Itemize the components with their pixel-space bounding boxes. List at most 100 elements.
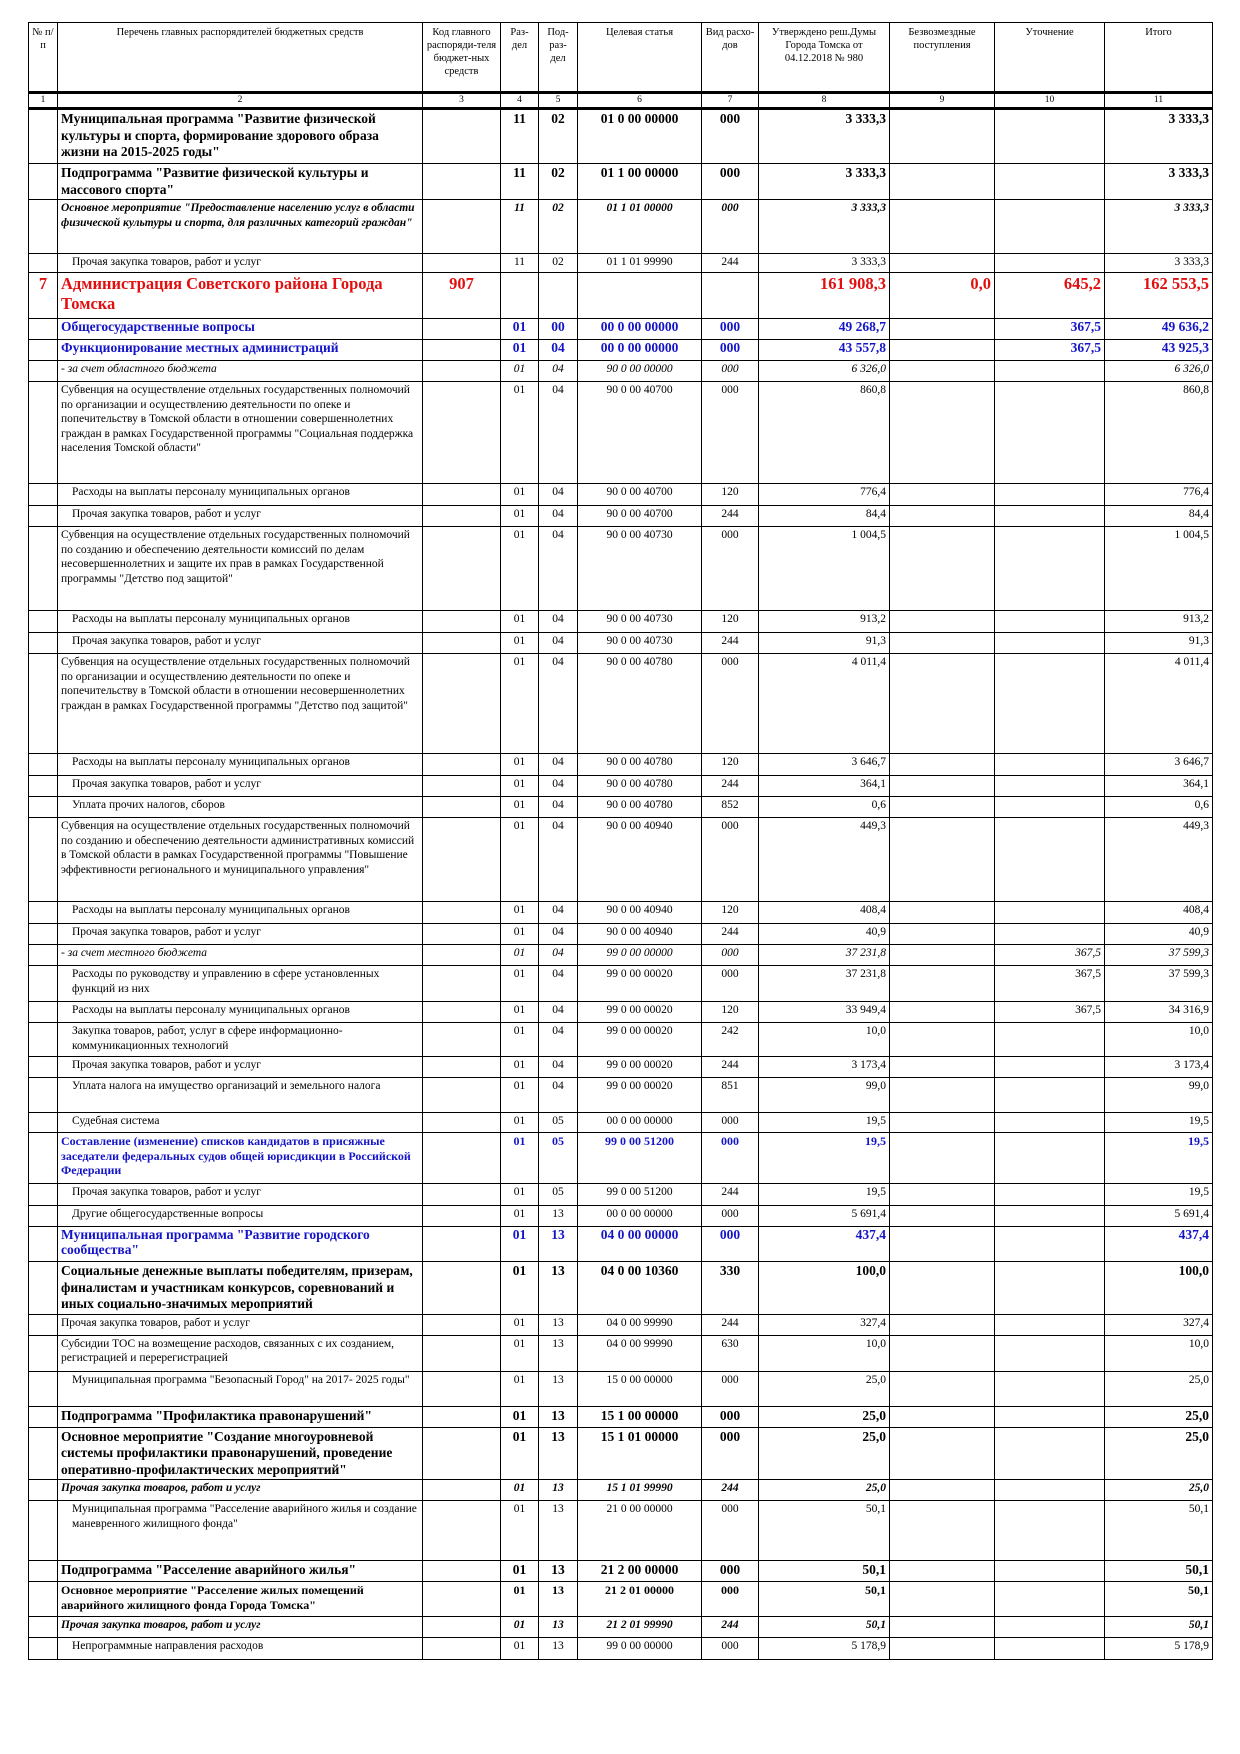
cell: 01 [500,1001,539,1023]
cell [889,526,995,611]
cell [422,1405,501,1428]
header-cell: Раз-дел [500,22,539,93]
cell: 00 [538,318,578,340]
table-row: Прочая закупка товаров, работ и услуг 01 0… [28,505,1213,527]
cell: 19,5 [758,1112,890,1133]
cell: 000 [701,360,759,382]
cell: 99 0 00 51200 [577,1132,702,1184]
cell [500,272,539,319]
cell: 10,0 [1104,1334,1213,1372]
cell: 40,9 [1104,923,1213,945]
table-row: Закупка товаров, работ, услуг в сфере ин… [28,1022,1213,1057]
cell: 01 [500,1637,539,1660]
cell: 3 646,7 [758,753,890,776]
cell: 3 333,3 [1104,163,1213,200]
cell [538,272,578,319]
item-name: Прочая закупка товаров, работ и услуг [57,1313,423,1336]
cell [422,1637,501,1660]
cell [28,796,58,818]
item-name: Муниципальная программа "Развитие физиче… [57,108,423,164]
cell [422,253,501,273]
cell: 01 [500,1313,539,1336]
cell: 50,1 [758,1500,890,1561]
cell [889,483,995,506]
cell: 000 [701,1132,759,1184]
cell [422,505,501,527]
item-name: Муниципальная программа "Расселение авар… [57,1500,423,1561]
cell [422,901,501,924]
cell: 000 [701,381,759,484]
cell [889,1001,995,1023]
cell [28,1313,58,1336]
cell: 000 [701,163,759,200]
cell: 90 0 00 40730 [577,632,702,654]
cell: 25,0 [1104,1479,1213,1501]
cell [994,817,1105,902]
cell: 99 0 00 00020 [577,1077,702,1113]
cell [889,1132,995,1184]
cell: 244 [701,1056,759,1078]
cell: 19,5 [758,1183,890,1206]
cell [422,1226,501,1262]
cell [422,1205,501,1227]
cell: 10,0 [758,1334,890,1372]
cell: 99 0 00 51200 [577,1183,702,1206]
table-body: № п/п Перечень главных распорядителей бюд… [28,22,1213,1660]
cell: 244 [701,775,759,797]
item-name: Субвенция на осуществление отдельных гос… [57,817,423,902]
cell [994,1334,1105,1372]
cell: 05 [538,1183,578,1206]
table-row: Прочая закупка товаров, работ и услуг 01 0… [28,1183,1213,1206]
cell [422,632,501,654]
cell: 01 [500,775,539,797]
cell [889,1370,995,1407]
cell: 244 [701,505,759,527]
cell [422,610,501,633]
cell: 25,0 [758,1405,890,1428]
cell: 000 [701,108,759,164]
cell [889,653,995,754]
cell: 364,1 [758,775,890,797]
cell: 01 [500,1077,539,1113]
cell [889,1637,995,1660]
cell: 19,5 [758,1132,890,1184]
cell: 01 [500,1616,539,1638]
item-name: Подпрограмма "Развитие физической культу… [57,163,423,200]
cell [28,1077,58,1113]
item-name: Прочая закупка товаров, работ и услуг [57,632,423,654]
cell: 000 [701,965,759,1002]
item-name: Прочая закупка товаров, работ и услуг [57,1056,423,1078]
cell: 437,4 [1104,1226,1213,1262]
cell: 01 [500,1112,539,1133]
cell [28,199,58,254]
cell: 244 [701,1313,759,1336]
cell [889,318,995,340]
cell [28,817,58,902]
cell [994,381,1105,484]
cell: 40,9 [758,923,890,945]
item-name: Прочая закупка товаров, работ и услуг [57,775,423,797]
cell [994,1560,1105,1582]
cell [28,1183,58,1206]
cell: 90 0 00 00000 [577,360,702,382]
cell [994,653,1105,754]
cell [889,253,995,273]
table-row: Субвенция на осуществление отдельных гос… [28,817,1213,902]
cell [994,1183,1105,1206]
item-name: Субвенция на осуществление отдельных гос… [57,381,423,484]
table-row: Муниципальная программа "Безопасный Горо… [28,1370,1213,1407]
cell [422,753,501,776]
cell: 01 [500,1479,539,1501]
table-row: Муниципальная программа "Развитие городс… [28,1226,1213,1262]
table-row: Уплата прочих налогов, сборов 01 04 90 0 00… [28,796,1213,818]
cell: 91,3 [1104,632,1213,654]
cell: 01 [500,1334,539,1372]
cell: 13 [538,1334,578,1372]
cell: 6 326,0 [758,360,890,382]
item-name: Судебная система [57,1112,423,1133]
table-row: Прочая закупка товаров, работ и услуг 01 0… [28,775,1213,797]
cell: 3 173,4 [758,1056,890,1078]
cell: 37 231,8 [758,965,890,1002]
cell [28,1500,58,1561]
item-name: Расходы на выплаты персоналу муниципальн… [57,610,423,633]
